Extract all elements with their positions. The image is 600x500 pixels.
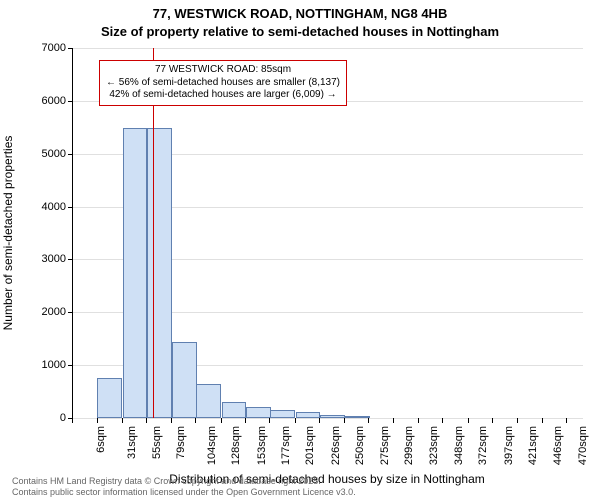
y-tick-mark: [68, 365, 73, 366]
x-tick-mark: [368, 418, 369, 423]
x-tick-mark: [468, 418, 469, 423]
x-tick-mark: [393, 418, 394, 423]
x-tick-mark: [295, 418, 296, 423]
x-tick-mark: [269, 418, 270, 423]
x-tick-label: 348sqm: [453, 426, 465, 465]
x-tick-label: 201sqm: [304, 426, 316, 465]
histogram-bar: [296, 412, 321, 418]
histogram-bar: [196, 384, 221, 418]
gridline: [73, 418, 583, 419]
x-tick-mark: [72, 418, 73, 423]
histogram-bar: [222, 402, 247, 418]
x-tick-mark: [442, 418, 443, 423]
x-tick-mark: [542, 418, 543, 423]
x-tick-mark: [146, 418, 147, 423]
histogram-bar: [123, 128, 148, 418]
x-tick-label: 372sqm: [477, 426, 489, 465]
x-tick-mark: [566, 418, 567, 423]
chart-container: 77, WESTWICK ROAD, NOTTINGHAM, NG8 4HB S…: [0, 0, 600, 500]
y-tick-label: 2000: [16, 306, 66, 318]
x-tick-label: 397sqm: [503, 426, 515, 465]
histogram-bar: [147, 128, 172, 418]
x-tick-mark: [221, 418, 222, 423]
x-tick-label: 421sqm: [527, 426, 539, 465]
marker-info-line2: ← 56% of semi-detached houses are smalle…: [106, 77, 340, 90]
y-tick-label: 3000: [16, 253, 66, 265]
x-tick-label: 470sqm: [577, 426, 589, 465]
x-tick-label: 323sqm: [428, 426, 440, 465]
y-tick-mark: [68, 259, 73, 260]
x-tick-label: 153sqm: [256, 426, 268, 465]
footnote-line1: Contains HM Land Registry data © Crown c…: [12, 476, 321, 486]
histogram-bar: [345, 416, 370, 418]
x-tick-mark: [122, 418, 123, 423]
x-tick-mark: [319, 418, 320, 423]
gridline: [73, 48, 583, 49]
marker-info-line3: 42% of semi-detached houses are larger (…: [106, 89, 340, 102]
x-tick-mark: [245, 418, 246, 423]
x-tick-label: 299sqm: [404, 426, 416, 465]
x-tick-mark: [195, 418, 196, 423]
y-tick-label: 6000: [16, 95, 66, 107]
y-tick-label: 5000: [16, 148, 66, 160]
x-tick-label: 250sqm: [354, 426, 366, 465]
x-tick-label: 79sqm: [175, 426, 187, 459]
x-tick-mark: [517, 418, 518, 423]
x-tick-label: 31sqm: [126, 426, 138, 459]
x-tick-label: 55sqm: [151, 426, 163, 459]
x-tick-label: 226sqm: [330, 426, 342, 465]
plot-area: 77 WESTWICK ROAD: 85sqm← 56% of semi-det…: [72, 48, 583, 419]
y-tick-label: 4000: [16, 201, 66, 213]
y-axis-label: Number of semi-detached properties: [1, 136, 15, 331]
histogram-bar: [270, 410, 295, 418]
footnote-line2: Contains public sector information licen…: [12, 487, 356, 497]
x-tick-label: 6sqm: [95, 426, 107, 453]
x-tick-mark: [171, 418, 172, 423]
y-tick-mark: [68, 312, 73, 313]
y-tick-label: 0: [16, 412, 66, 424]
histogram-bar: [246, 407, 271, 418]
chart-title-line1: 77, WESTWICK ROAD, NOTTINGHAM, NG8 4HB: [0, 6, 600, 21]
histogram-bar: [172, 342, 197, 418]
histogram-bar: [97, 378, 122, 418]
x-tick-mark: [97, 418, 98, 423]
chart-title-line2: Size of property relative to semi-detach…: [0, 24, 600, 39]
y-tick-label: 7000: [16, 42, 66, 54]
x-tick-label: 446sqm: [552, 426, 564, 465]
x-tick-mark: [492, 418, 493, 423]
x-tick-label: 177sqm: [280, 426, 292, 465]
marker-info-box: 77 WESTWICK ROAD: 85sqm← 56% of semi-det…: [99, 60, 347, 106]
x-tick-mark: [344, 418, 345, 423]
x-tick-label: 275sqm: [379, 426, 391, 465]
histogram-bar: [320, 415, 345, 418]
x-tick-label: 128sqm: [231, 426, 243, 465]
y-tick-mark: [68, 207, 73, 208]
y-tick-mark: [68, 154, 73, 155]
y-tick-mark: [68, 101, 73, 102]
marker-info-line1: 77 WESTWICK ROAD: 85sqm: [106, 64, 340, 77]
x-tick-label: 104sqm: [206, 426, 218, 465]
y-tick-mark: [68, 48, 73, 49]
y-tick-label: 1000: [16, 359, 66, 371]
x-tick-mark: [418, 418, 419, 423]
